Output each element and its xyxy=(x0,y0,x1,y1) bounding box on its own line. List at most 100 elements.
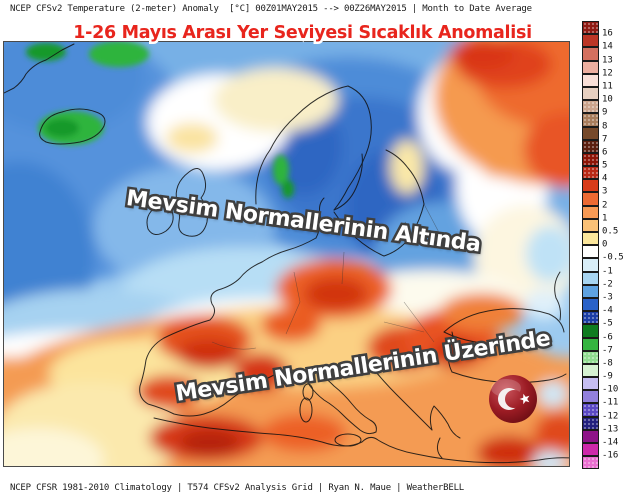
colorbar-tick-label: -4 xyxy=(602,305,613,316)
colorbar-tick-label: 14 xyxy=(602,41,613,52)
colorbar-tick-label: -12 xyxy=(602,411,619,422)
colorbar-cell: 0.5 xyxy=(582,218,624,236)
colorbar-tick-label: 5 xyxy=(602,160,608,171)
colorbar-swatch xyxy=(582,324,599,338)
colorbar-cell: 8 xyxy=(582,113,624,131)
colorbar-tick-label: -14 xyxy=(602,437,619,448)
colorbar-tick-label: -16 xyxy=(602,450,619,461)
map-title-outline: 1-26 Mayıs Arası Yer Seviyesi Sıcaklık A… xyxy=(71,21,535,46)
colorbar-tick-label: 2 xyxy=(602,200,608,211)
colorbar-swatch xyxy=(582,100,599,114)
green-cold-spots xyxy=(26,42,294,198)
header-credit: NCEP CFSv2 Temperature (2-meter) Anomaly… xyxy=(10,4,532,14)
map-title-text: 1-26 Mayıs Arası Yer Seviyesi Sıcaklık A… xyxy=(73,23,532,43)
colorbar-tick-label: 10 xyxy=(602,94,613,105)
colorbar-tick-label: 16 xyxy=(602,28,613,39)
colorbar-tick-label: -9 xyxy=(602,371,613,382)
colorbar-swatch xyxy=(582,86,599,101)
colorbar-swatch xyxy=(582,456,599,470)
colorbar-cell: 5 xyxy=(582,152,624,170)
colorbar-cell: -16 xyxy=(582,443,624,460)
map-title: 1-26 Mayıs Arası Yer Seviyesi Sıcaklık A… xyxy=(20,21,585,46)
colorbar-swatch xyxy=(582,416,599,430)
anomaly-field-blobs xyxy=(4,42,569,466)
colorbar-swatch xyxy=(582,205,599,219)
colorbar-tick-label: 7 xyxy=(602,134,608,145)
colorbar-tick-label: 0 xyxy=(602,239,608,250)
colorbar-cell: -3 xyxy=(582,284,624,302)
colorbar-cell: 13 xyxy=(582,47,624,65)
colorbar-swatch xyxy=(582,403,599,417)
colorbar-cell: -9 xyxy=(582,363,624,381)
colorbar-cell: -11 xyxy=(582,390,624,407)
colorbar-swatch xyxy=(582,179,599,193)
map-container xyxy=(3,41,570,467)
colorbar-cell xyxy=(582,456,624,470)
colorbar-cell: -4 xyxy=(582,297,624,315)
star-icon xyxy=(519,393,530,405)
colorbar-tick-label: -0.5 xyxy=(602,252,624,263)
colorbar-tick-label: 12 xyxy=(602,68,613,79)
colorbar-swatch xyxy=(582,350,599,364)
colorbar-tick-label: 6 xyxy=(602,147,608,158)
colorbar-cell: 6 xyxy=(582,139,624,157)
colorbar-cell: 16 xyxy=(582,21,624,38)
colorbar-cell: -10 xyxy=(582,377,624,394)
colorbar-swatch xyxy=(582,390,599,404)
colorbar-cell: -6 xyxy=(582,324,624,342)
colorbar-swatch xyxy=(582,443,599,457)
colorbar-tick-label: 0.5 xyxy=(602,226,619,237)
colorbar-cell: -12 xyxy=(582,403,624,421)
colorbar-tick-label: 8 xyxy=(602,121,608,131)
colorbar-swatch xyxy=(582,377,599,391)
colorbar-cell: 4 xyxy=(582,166,624,183)
colorbar-swatch xyxy=(582,311,599,325)
colorbar-cell: -5 xyxy=(582,311,624,328)
colorbar-tick-label: -5 xyxy=(602,318,613,329)
colorbar-cell: -14 xyxy=(582,429,624,447)
colorbar-tick-label: 4 xyxy=(602,173,608,184)
colorbar-cell: 9 xyxy=(582,100,624,117)
colorbar-cell: -13 xyxy=(582,416,624,434)
colorbar-cell: 12 xyxy=(582,60,624,78)
colorbar-cell: 1 xyxy=(582,205,624,223)
colorbar-swatch xyxy=(582,271,599,285)
colorbar-swatch xyxy=(582,60,599,74)
colorbar-cell: 10 xyxy=(582,86,624,104)
colorbar-swatch xyxy=(582,139,599,153)
colorbar-tick-label: -11 xyxy=(602,397,619,408)
country-borders xyxy=(211,203,445,350)
crescent-cutout xyxy=(505,390,523,408)
colorbar-cell: -0.5 xyxy=(582,245,624,262)
colorbar-cell: 3 xyxy=(582,179,624,196)
colorbar-swatch xyxy=(582,34,599,48)
colorbar-swatch xyxy=(582,152,599,167)
colorbar-cell: -2 xyxy=(582,271,624,289)
colorbar-tick-label: -10 xyxy=(602,384,619,395)
colorbar-tick-label: 9 xyxy=(602,107,608,118)
colorbar-cell: 7 xyxy=(582,126,624,144)
colorbar-swatch xyxy=(582,113,599,127)
colorbar-tick-label: -8 xyxy=(602,358,613,369)
colorbar-tick-label: -7 xyxy=(602,345,613,356)
colorbar-swatch xyxy=(582,429,599,443)
colorbar-cell: 2 xyxy=(582,192,624,210)
coastlines xyxy=(4,43,569,464)
colorbar-tick-label: -3 xyxy=(602,292,613,303)
colorbar-swatch xyxy=(582,218,599,232)
colorbar-tick-label: -1 xyxy=(602,266,613,277)
colorbar-tick-label: 11 xyxy=(602,81,613,92)
colorbar-tick-label: -13 xyxy=(602,424,619,435)
footer-credit: NCEP CFSR 1981-2010 Climatology | T574 C… xyxy=(10,483,465,493)
colorbar-swatch xyxy=(582,126,599,140)
colorbar-swatch xyxy=(582,297,599,312)
colorbar-cell: -8 xyxy=(582,350,624,368)
colorbar-swatch xyxy=(582,337,599,351)
colorbar-swatch xyxy=(582,363,599,378)
colorbar-tick-label: 1 xyxy=(602,213,608,224)
colorbar-cell: 11 xyxy=(582,73,624,91)
colorbar-swatch xyxy=(582,245,599,259)
colorbar-swatch xyxy=(582,284,599,298)
colorbar-swatch xyxy=(582,192,599,206)
colorbar-cell: -7 xyxy=(582,337,624,355)
